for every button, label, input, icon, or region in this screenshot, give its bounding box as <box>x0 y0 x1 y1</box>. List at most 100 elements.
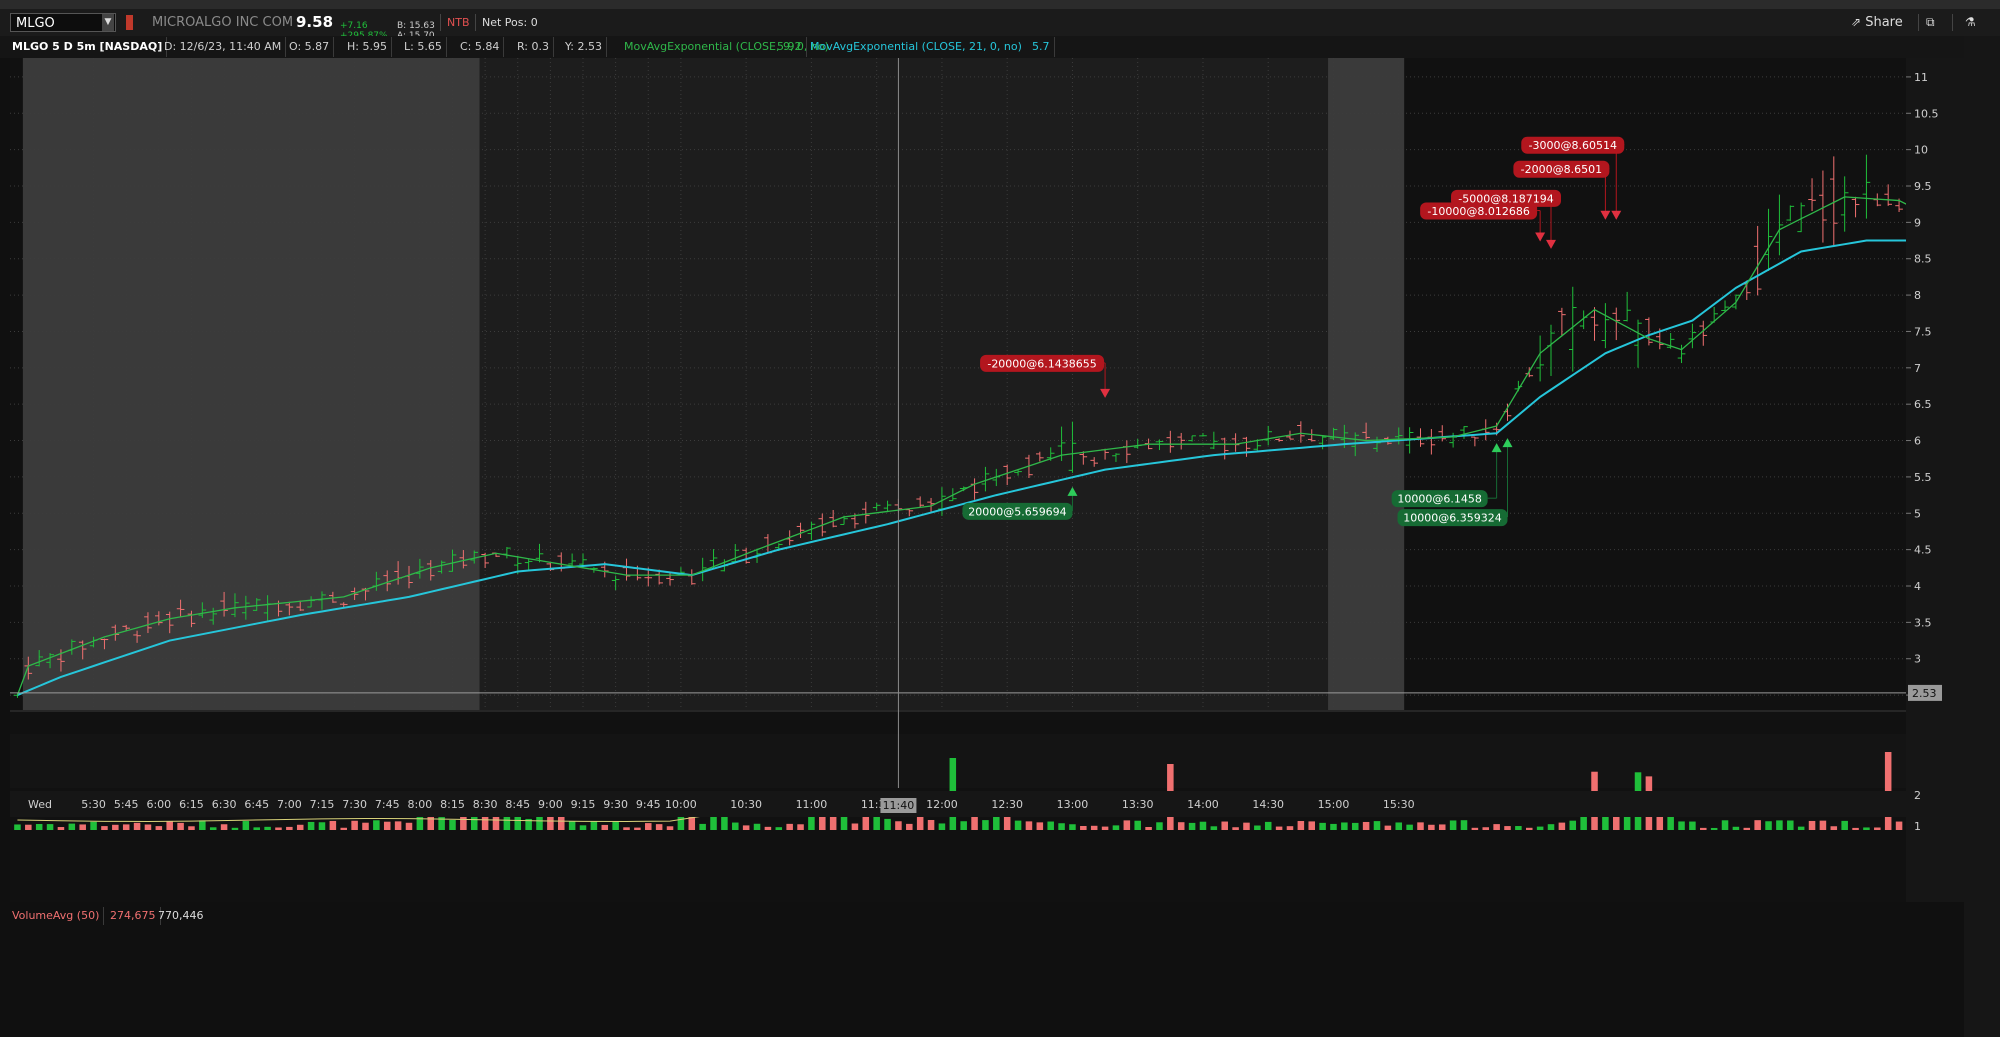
volume-bar <box>46 824 54 830</box>
ema9-legend[interactable]: MovAvgExponential (CLOSE, 9, 0, no) <box>624 40 829 53</box>
volume-bar <box>394 821 402 830</box>
ema9-value: 5.92 <box>773 37 807 57</box>
volume-tick-label: 1 <box>1914 820 1921 833</box>
trade-label-box[interactable] <box>1451 189 1562 207</box>
volume-bar <box>112 824 119 830</box>
volume-study-label[interactable]: VolumeAvg (50) <box>8 907 105 925</box>
volume-bar <box>1308 821 1315 830</box>
volume-bar <box>209 827 217 830</box>
volume-bar <box>503 815 511 830</box>
last-price-tag-label: 2.53 <box>1912 687 1937 700</box>
trade-label: 10000@6.359324 <box>1403 512 1501 525</box>
volume-bar <box>449 819 456 830</box>
x-tick-label: 10:30 <box>730 798 762 811</box>
volume-bar <box>199 820 206 830</box>
x-tick-label: Wed <box>28 798 52 811</box>
trade-label-box[interactable] <box>1397 509 1508 527</box>
volume-bar <box>1243 822 1250 830</box>
y-tick-label: 10.5 <box>1914 107 1939 120</box>
y-tick-label: 5.5 <box>1914 471 1932 484</box>
volume-bar <box>296 824 304 830</box>
trade-label-box[interactable] <box>1513 160 1610 178</box>
share-button[interactable]: ⇗ Share <box>1851 13 1903 32</box>
y-tick-label: 3.5 <box>1914 616 1932 629</box>
volume-bar <box>1112 825 1120 830</box>
volume-bar <box>1482 827 1490 830</box>
volume-bar <box>1264 821 1272 830</box>
chart-toolbar: MLGO ▼ MICROALGO INC COM 9.58 +7.16 +295… <box>0 9 2000 41</box>
x-tick-label: 12:00 <box>926 798 958 811</box>
volume-bar <box>481 815 489 830</box>
y-tick-label: 8 <box>1914 289 1921 302</box>
flask-icon[interactable]: ⚗ <box>1965 15 1976 29</box>
volume-bar <box>1874 827 1881 830</box>
x-tick-label: 8:00 <box>408 798 433 811</box>
x-tick-label: 15:00 <box>1318 798 1350 811</box>
bar-datetime: D: 12/6/23, 11:40 AM <box>160 37 287 57</box>
volume-bar <box>1058 823 1065 830</box>
volume-bar <box>1080 825 1087 830</box>
trade-label-box[interactable] <box>1391 490 1488 508</box>
trade-label: 20000@5.659694 <box>968 505 1066 518</box>
ema21-legend[interactable]: MovAvgExponential (CLOSE, 21, 0, no) <box>810 40 1022 53</box>
volume-bar <box>1536 826 1544 830</box>
trade-label-box[interactable] <box>962 502 1073 520</box>
session-shade-postmarket <box>1328 58 1405 710</box>
volume-bar <box>438 817 445 830</box>
volume-bar <box>470 804 478 830</box>
volume-bar <box>655 824 663 830</box>
volume-bar <box>1504 826 1511 830</box>
volume-bar <box>884 818 891 830</box>
price-chart[interactable]: -20000@6.1438655 20000@5.659694 10000@6.14… <box>10 58 1964 902</box>
volume-bar <box>1678 821 1685 830</box>
ema21-value: 5.7 <box>1028 37 1055 57</box>
x-tick-label: 6:30 <box>212 798 237 811</box>
volume-bar <box>275 827 282 830</box>
volume-bar <box>1036 822 1044 830</box>
volume-bar <box>373 820 380 830</box>
detach-icon[interactable]: ⧉ <box>1926 15 1935 29</box>
volume-bar <box>775 827 783 830</box>
symbol-input[interactable]: MLGO <box>10 13 116 32</box>
volume-bar <box>1188 822 1196 830</box>
volume-bar <box>1297 821 1305 830</box>
toolbar-divider <box>1918 14 1919 31</box>
company-name: MICROALGO INC COM <box>152 15 294 30</box>
volume-bar <box>253 827 260 830</box>
trade-label-box[interactable] <box>980 354 1105 372</box>
volume-bar <box>568 821 576 830</box>
bar-open: O: 5.87 <box>285 37 335 57</box>
symbol-dropdown-icon[interactable]: ▼ <box>102 14 114 31</box>
volume-bar <box>1460 820 1468 830</box>
ema21-line <box>17 239 1943 697</box>
volume-bar <box>1177 822 1185 830</box>
volume-bar <box>1525 827 1533 830</box>
x-tick-label: 7:30 <box>342 798 367 811</box>
bid-price: B: 15.63 <box>397 21 435 31</box>
volume-bar <box>177 822 184 830</box>
volume-bar <box>122 824 130 830</box>
volume-bar <box>1787 820 1794 830</box>
symbol-link-icon[interactable] <box>126 15 133 30</box>
volume-bar <box>231 827 239 830</box>
volume-bar <box>1493 824 1500 830</box>
volume-bar <box>666 826 674 830</box>
volume-bar <box>1014 820 1022 830</box>
x-tick-label: 9:45 <box>636 798 661 811</box>
volume-bar <box>612 821 619 830</box>
volume-bar <box>579 825 587 830</box>
buy-arrow-icon <box>1491 443 1502 453</box>
volume-bar <box>851 823 859 830</box>
sell-arrow-icon <box>1546 239 1557 249</box>
volume-average: 770,446 <box>158 909 204 922</box>
volume-bar <box>1275 826 1283 830</box>
volume-bar <box>1569 820 1577 830</box>
trade-label-box[interactable] <box>1521 136 1625 154</box>
volume-bar <box>1254 825 1261 830</box>
volume-bar <box>427 809 435 830</box>
x-tick-label: 7:15 <box>310 798 335 811</box>
volume-bar <box>79 824 86 830</box>
x-tick-label: 14:30 <box>1252 798 1284 811</box>
trade-label: -2000@8.6501 <box>1521 163 1602 176</box>
toolbar-divider <box>475 14 476 31</box>
